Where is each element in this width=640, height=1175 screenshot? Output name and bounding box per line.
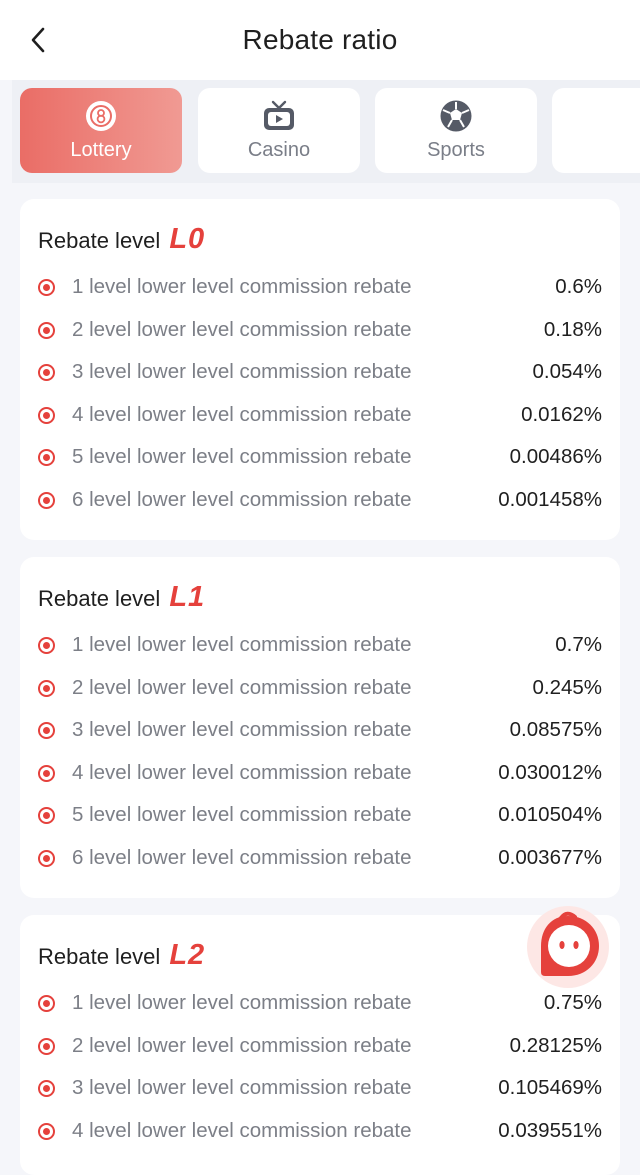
- rebate-label: 2 level lower level commission rebate: [72, 676, 412, 699]
- radio-dot-icon: [38, 849, 55, 867]
- page-title: Rebate ratio: [242, 24, 398, 55]
- card-title: Rebate level L2: [38, 939, 205, 972]
- rebate-level-card-l1: Rebate level L1 1 level lower level comm…: [20, 557, 620, 898]
- rebate-row: 2 level lower level commission rebate 0.2…: [20, 668, 620, 708]
- rummy-icon: [616, 99, 640, 133]
- tab-label: Lottery: [70, 139, 132, 161]
- rebate-row: 1 level lower level commission rebate 0.6…: [20, 267, 620, 307]
- rebate-value: 0.0162%: [521, 403, 602, 426]
- rebate-value: 0.18%: [543, 318, 602, 341]
- card-title: Rebate level L0: [38, 223, 205, 256]
- radio-dot-icon: [38, 679, 55, 697]
- rebate-value: 0.003677%: [498, 846, 602, 869]
- back-button[interactable]: [22, 24, 54, 56]
- rebate-label: 3 level lower level commission rebate: [72, 360, 412, 383]
- card-title-text: Rebate level: [38, 944, 161, 969]
- level-badge: L2: [169, 939, 206, 971]
- rebate-row: 4 level lower level commission rebate 0.0…: [20, 395, 620, 435]
- rebate-row: 1 level lower level commission rebate 0.7…: [20, 983, 620, 1023]
- rebate-row: 3 level lower level commission rebate 0.0…: [20, 710, 620, 750]
- soccer-ball-icon: [439, 99, 473, 133]
- rebate-label: 4 level lower level commission rebate: [72, 1119, 412, 1142]
- rebate-value: 0.039551%: [498, 1119, 602, 1142]
- rebate-value: 0.7%: [555, 633, 602, 656]
- rebate-row: 4 level lower level commission rebate 0.0…: [20, 753, 620, 793]
- rebate-label: 6 level lower level commission rebate: [72, 488, 412, 511]
- tab-rummy[interactable]: Ru: [552, 88, 640, 173]
- chat-support-button[interactable]: [527, 906, 609, 988]
- rebate-value: 0.010504%: [498, 803, 602, 826]
- rebate-row: 3 level lower level commission rebate 0.1…: [20, 1068, 620, 1108]
- rebate-label: 3 level lower level commission rebate: [72, 1076, 412, 1099]
- game-category-tabs: Lottery Casino Sports Ru: [12, 80, 640, 183]
- radio-dot-icon: [38, 278, 55, 296]
- rebate-level-card-l2: Rebate level L2 1 level lower level comm…: [20, 915, 620, 1175]
- rebate-row: 1 level lower level commission rebate 0.7…: [20, 625, 620, 665]
- radio-dot-icon: [38, 448, 55, 466]
- rebate-row: 6 level lower level commission rebate 0.0…: [20, 480, 620, 520]
- radio-dot-icon: [38, 491, 55, 509]
- rebate-value: 0.00486%: [509, 445, 602, 468]
- radio-dot-icon: [38, 721, 55, 739]
- rebate-row: 3 level lower level commission rebate 0.0…: [20, 352, 620, 392]
- rebate-value: 0.6%: [555, 275, 602, 298]
- tab-label: Sports: [427, 139, 485, 161]
- radio-dot-icon: [38, 636, 55, 654]
- level-badge: L0: [169, 223, 206, 255]
- radio-dot-icon: [38, 321, 55, 339]
- rebate-value: 0.08575%: [509, 718, 602, 741]
- app-header: Rebate ratio: [0, 0, 640, 80]
- rebate-value: 0.75%: [543, 991, 602, 1014]
- card-title: Rebate level L1: [38, 581, 205, 614]
- rebate-label: 1 level lower level commission rebate: [72, 633, 412, 656]
- rebate-label: 2 level lower level commission rebate: [72, 1034, 412, 1057]
- rebate-value: 0.001458%: [498, 488, 602, 511]
- radio-dot-icon: [38, 1079, 55, 1097]
- rebate-label: 5 level lower level commission rebate: [72, 803, 412, 826]
- tab-casino[interactable]: Casino: [198, 88, 360, 173]
- rebate-label: 4 level lower level commission rebate: [72, 761, 412, 784]
- rebate-label: 4 level lower level commission rebate: [72, 403, 412, 426]
- chevron-left-icon: [31, 27, 45, 53]
- radio-dot-icon: [38, 363, 55, 381]
- lottery-ball-icon: [84, 99, 118, 133]
- card-title-text: Rebate level: [38, 586, 161, 611]
- rebate-row: 2 level lower level commission rebate 0.1…: [20, 310, 620, 350]
- rebate-level-card-l0: Rebate level L0 1 level lower level comm…: [20, 199, 620, 540]
- rebate-row: 6 level lower level commission rebate 0.0…: [20, 838, 620, 878]
- radio-dot-icon: [38, 1122, 55, 1140]
- rebate-value: 0.054%: [532, 360, 602, 383]
- card-title-text: Rebate level: [38, 228, 161, 253]
- tv-icon: [262, 99, 296, 133]
- radio-dot-icon: [38, 994, 55, 1012]
- tab-lottery[interactable]: Lottery: [20, 88, 182, 173]
- radio-dot-icon: [38, 1037, 55, 1055]
- rebate-value: 0.28125%: [509, 1034, 602, 1057]
- radio-dot-icon: [38, 406, 55, 424]
- tab-sports[interactable]: Sports: [375, 88, 537, 173]
- rebate-label: 5 level lower level commission rebate: [72, 445, 412, 468]
- radio-dot-icon: [38, 764, 55, 782]
- rebate-row: 5 level lower level commission rebate 0.0…: [20, 795, 620, 835]
- rebate-row: 4 level lower level commission rebate 0.0…: [20, 1111, 620, 1151]
- rebate-label: 6 level lower level commission rebate: [72, 846, 412, 869]
- tab-label: Casino: [247, 139, 311, 161]
- rebate-label: 2 level lower level commission rebate: [72, 318, 412, 341]
- rebate-label: 1 level lower level commission rebate: [72, 275, 412, 298]
- rebate-value: 0.245%: [532, 676, 602, 699]
- rebate-value: 0.030012%: [498, 761, 602, 784]
- rebate-label: 1 level lower level commission rebate: [72, 991, 412, 1014]
- rebate-row: 2 level lower level commission rebate 0.2…: [20, 1026, 620, 1066]
- level-badge: L1: [169, 581, 206, 613]
- radio-dot-icon: [38, 806, 55, 824]
- rebate-row: 5 level lower level commission rebate 0.0…: [20, 437, 620, 477]
- rebate-label: 3 level lower level commission rebate: [72, 718, 412, 741]
- rebate-value: 0.105469%: [498, 1076, 602, 1099]
- chat-support-icon: [541, 911, 599, 976]
